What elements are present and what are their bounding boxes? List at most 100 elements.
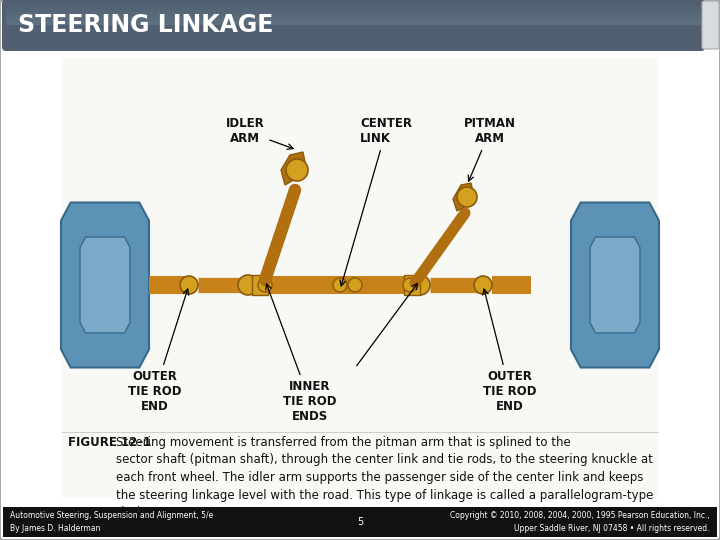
Bar [6,15,699,16]
Circle shape [457,187,477,207]
Bar [6,29,699,30]
FancyBboxPatch shape [2,0,705,51]
Text: IDLER
ARM: IDLER ARM [225,117,293,149]
Bar [6,19,701,20]
Bar [6,24,701,25]
Text: OUTER
TIE ROD
END: OUTER TIE ROD END [482,289,536,413]
Bar [6,7,701,8]
Bar [404,275,420,295]
Text: STEERING LINKAGE: STEERING LINKAGE [18,13,274,37]
Bar [6,31,699,32]
Circle shape [474,276,492,294]
Bar [6,5,699,6]
Bar [6,12,699,13]
Bar [6,36,699,37]
Circle shape [410,275,430,295]
FancyBboxPatch shape [702,1,719,49]
Bar [6,13,701,14]
Bar [6,23,699,24]
Bar [6,11,701,12]
Bar [6,8,701,9]
Bar [6,9,699,10]
Bar [6,37,699,38]
Bar [6,25,699,26]
Bar [6,33,699,34]
Bar [252,275,268,295]
Bar [6,24,699,25]
Bar [6,17,701,18]
Circle shape [403,278,417,292]
Bar [6,6,699,7]
Bar [6,40,699,41]
Bar [6,34,699,35]
Bar [6,21,701,22]
Bar [6,22,701,23]
Bar [6,5,701,6]
Bar [6,18,701,19]
Text: CENTER
LINK: CENTER LINK [340,117,412,286]
Bar [6,10,699,11]
Bar [6,14,701,15]
Bar [6,38,699,39]
Bar [62,58,658,498]
Bar [6,15,701,16]
Polygon shape [281,152,307,185]
Bar [3,507,717,537]
Bar [6,12,701,13]
Text: OUTER
TIE ROD
END: OUTER TIE ROD END [128,289,189,413]
Bar [6,35,699,36]
Polygon shape [453,183,475,211]
Text: FIGURE 12–1: FIGURE 12–1 [68,436,151,449]
Bar [6,26,699,27]
FancyBboxPatch shape [0,0,720,540]
Bar [6,8,699,9]
Bar [6,16,699,17]
Bar [6,41,699,42]
Bar [6,42,699,43]
Bar [6,4,701,5]
Bar [6,10,701,11]
Text: PITMAN
ARM: PITMAN ARM [464,117,516,181]
Circle shape [333,278,347,292]
Bar [6,2,699,3]
Bar [6,0,699,1]
Bar [6,4,699,5]
Bar [6,1,699,2]
Polygon shape [80,237,130,333]
Bar [6,7,699,8]
Text: Automotive Steering, Suspension and Alignment, 5/e
By James D. Halderman: Automotive Steering, Suspension and Alig… [10,511,213,533]
Bar [6,30,699,31]
Bar [6,28,699,29]
Text: Steering movement is transferred from the pitman arm that is splined to the
sect: Steering movement is transferred from th… [116,436,653,519]
Polygon shape [61,202,149,368]
Bar [6,27,699,28]
Bar [6,18,699,19]
Bar [6,3,699,4]
Circle shape [180,276,198,294]
Polygon shape [590,237,640,333]
Bar [6,6,701,7]
Text: 5: 5 [357,517,363,527]
Bar [6,20,701,21]
Text: Copyright © 2010, 2008, 2004, 2000, 1995 Pearson Education, Inc.,
Upper Saddle R: Copyright © 2010, 2008, 2004, 2000, 1995… [450,511,710,533]
Bar [6,14,699,15]
Bar [6,13,699,14]
Circle shape [348,278,362,292]
Circle shape [238,275,258,295]
Bar [6,16,701,17]
Bar [6,3,701,4]
Bar [6,23,701,24]
Text: INNER
TIE ROD
ENDS: INNER TIE ROD ENDS [266,284,337,423]
Bar [6,43,699,44]
Bar [6,17,699,18]
Polygon shape [571,202,659,368]
Bar [6,20,699,21]
Bar [6,22,699,23]
Bar [6,39,699,40]
Bar [6,32,699,33]
Bar [6,21,699,22]
Circle shape [286,159,308,181]
Bar [6,19,699,20]
Bar [6,11,699,12]
Circle shape [258,278,272,292]
